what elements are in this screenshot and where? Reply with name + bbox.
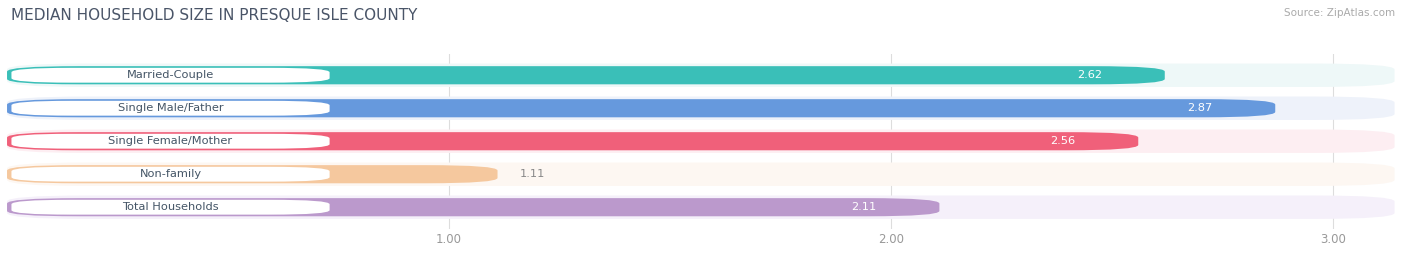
FancyBboxPatch shape xyxy=(7,165,498,183)
Text: Single Female/Mother: Single Female/Mother xyxy=(108,136,232,146)
FancyBboxPatch shape xyxy=(1133,101,1267,116)
FancyBboxPatch shape xyxy=(799,200,931,215)
FancyBboxPatch shape xyxy=(11,200,329,215)
Text: Single Male/Father: Single Male/Father xyxy=(118,103,224,113)
FancyBboxPatch shape xyxy=(7,63,1395,87)
Text: 2.62: 2.62 xyxy=(1077,70,1102,80)
FancyBboxPatch shape xyxy=(7,129,1395,153)
FancyBboxPatch shape xyxy=(7,196,1395,219)
FancyBboxPatch shape xyxy=(7,162,1395,186)
Text: Married-Couple: Married-Couple xyxy=(127,70,214,80)
Text: 2.11: 2.11 xyxy=(852,202,877,212)
FancyBboxPatch shape xyxy=(1024,68,1156,83)
FancyBboxPatch shape xyxy=(7,198,939,216)
FancyBboxPatch shape xyxy=(7,66,1164,84)
FancyBboxPatch shape xyxy=(7,97,1395,120)
FancyBboxPatch shape xyxy=(11,101,329,116)
Text: Source: ZipAtlas.com: Source: ZipAtlas.com xyxy=(1284,8,1395,18)
Text: 2.87: 2.87 xyxy=(1188,103,1213,113)
Text: Total Households: Total Households xyxy=(122,202,219,212)
FancyBboxPatch shape xyxy=(11,134,329,149)
Text: MEDIAN HOUSEHOLD SIZE IN PRESQUE ISLE COUNTY: MEDIAN HOUSEHOLD SIZE IN PRESQUE ISLE CO… xyxy=(11,8,418,23)
Text: Non-family: Non-family xyxy=(139,169,201,179)
FancyBboxPatch shape xyxy=(11,167,329,182)
Text: 2.56: 2.56 xyxy=(1050,136,1076,146)
FancyBboxPatch shape xyxy=(7,132,1139,150)
FancyBboxPatch shape xyxy=(997,134,1129,149)
Text: 1.11: 1.11 xyxy=(520,169,546,179)
FancyBboxPatch shape xyxy=(11,68,329,83)
FancyBboxPatch shape xyxy=(7,99,1275,117)
